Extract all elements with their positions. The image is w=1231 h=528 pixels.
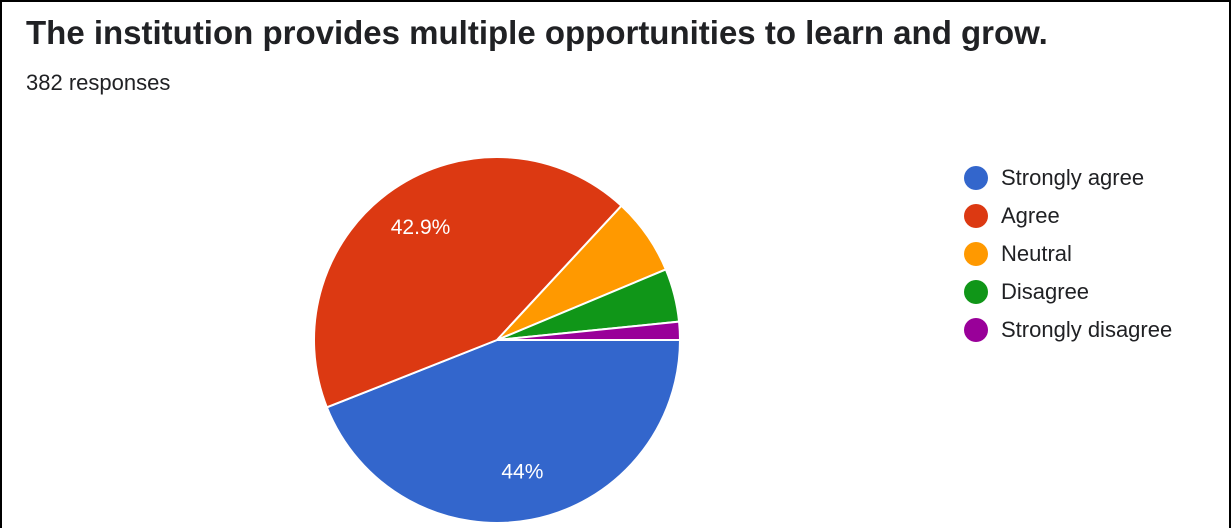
legend-swatch-strongly-agree <box>964 166 988 190</box>
legend-swatch-strongly-disagree <box>964 318 988 342</box>
legend-label-disagree: Disagree <box>1001 279 1090 304</box>
data-label-strongly-agree: 44% <box>501 461 543 484</box>
legend-item-agree[interactable]: Agree <box>964 197 1172 235</box>
chart-legend: Strongly agree Agree Neutral Disagree Strong… <box>964 159 1172 349</box>
pie-slice-strongly-disagree[interactable] <box>496 320 682 341</box>
legend-label-strongly-agree: Strongly agree <box>1001 165 1145 190</box>
data-label-agree: 42.9% <box>391 216 451 239</box>
legend-label-agree: Agree <box>1001 203 1060 228</box>
legend-label-strongly-disagree: Strongly disagree <box>1001 317 1173 342</box>
pie-slice-strongly-agree[interactable] <box>325 339 682 524</box>
legend-item-strongly-agree[interactable]: Strongly agree <box>964 159 1172 197</box>
legend-item-disagree[interactable]: Disagree <box>964 273 1172 311</box>
legend-swatch-disagree <box>964 280 988 304</box>
legend-item-strongly-disagree[interactable]: Strongly disagree <box>964 311 1172 349</box>
legend-swatch-neutral <box>964 242 988 266</box>
response-count: 382 responses <box>26 70 171 95</box>
chart-title: The institution provides multiple opport… <box>26 14 1048 51</box>
legend-label-neutral: Neutral <box>1001 241 1072 266</box>
pie-slice-agree[interactable] <box>313 156 623 409</box>
legend-item-neutral[interactable]: Neutral <box>964 235 1172 273</box>
legend-swatch-agree <box>964 204 988 228</box>
